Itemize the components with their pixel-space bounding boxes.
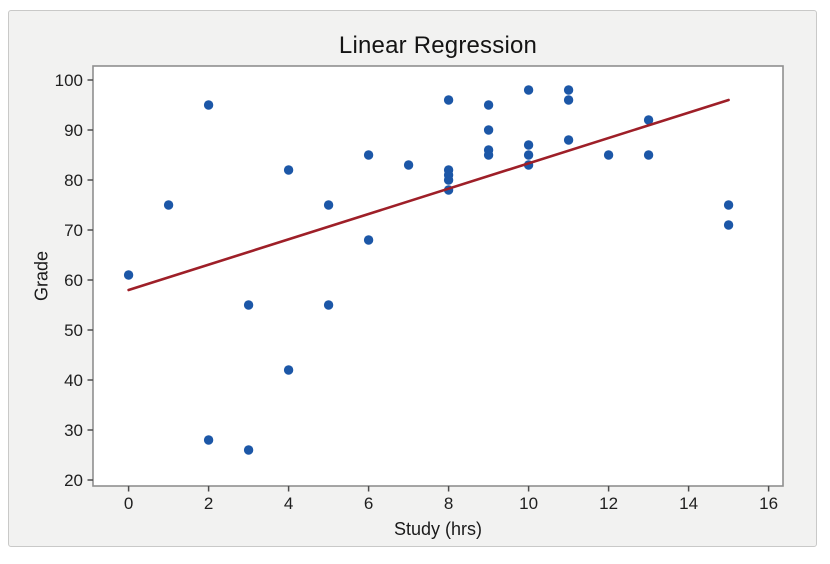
x-tick-label: 16 [759, 494, 778, 513]
data-point [243, 300, 254, 310]
data-point [163, 200, 174, 210]
x-tick-label: 12 [599, 494, 618, 513]
data-point [203, 100, 214, 110]
data-point [283, 165, 294, 175]
data-point [563, 135, 574, 145]
data-point [363, 150, 374, 160]
y-tick-label: 70 [64, 221, 83, 240]
scatter-plot-canvas: 0 2 4 6 8 10 12 14 16 20 30 40 50 60 70 80 90 100 [55, 65, 784, 513]
y-tick-label: 100 [55, 71, 83, 90]
y-tick-label: 90 [64, 121, 83, 140]
data-point [523, 140, 534, 150]
data-point [403, 160, 414, 170]
chart-title: Linear Regression [338, 32, 538, 59]
data-point [323, 200, 334, 210]
data-point [723, 220, 734, 230]
y-tick-label: 60 [64, 271, 83, 290]
data-point [523, 85, 534, 95]
x-axis-label: Study (hrs) [393, 519, 483, 539]
y-tick-label: 50 [64, 321, 83, 340]
data-point [203, 435, 214, 445]
data-point [643, 150, 654, 160]
data-point [443, 95, 454, 105]
data-point [243, 445, 254, 455]
data-point [523, 150, 534, 160]
x-tick-label: 6 [364, 494, 373, 513]
data-point [483, 125, 494, 135]
data-point [363, 235, 374, 245]
y-axis-label: Grade [31, 250, 52, 302]
data-point [483, 150, 494, 160]
chart-figure: 0 2 4 6 8 10 12 14 16 20 30 40 50 60 70 80 90 100 Linear … [8, 10, 817, 547]
axes-frame [92, 65, 784, 487]
data-point [283, 365, 294, 375]
data-point [443, 175, 454, 185]
y-tick-label: 30 [64, 421, 83, 440]
x-tick-label: 8 [444, 494, 453, 513]
data-point [643, 115, 654, 125]
data-point [723, 200, 734, 210]
regression-line [127, 98, 730, 292]
data-point [123, 270, 134, 280]
y-tick-label: 40 [64, 371, 83, 390]
data-point [563, 85, 574, 95]
y-tick-label: 20 [64, 471, 83, 490]
x-tick-label: 2 [204, 494, 213, 513]
x-tick-label: 4 [284, 494, 293, 513]
data-point [563, 95, 574, 105]
data-point [323, 300, 334, 310]
x-tick-label: 14 [679, 494, 698, 513]
x-tick-label: 0 [124, 494, 133, 513]
data-point [603, 150, 614, 160]
data-point [483, 100, 494, 110]
x-tick-label: 10 [519, 494, 538, 513]
y-tick-label: 80 [64, 171, 83, 190]
